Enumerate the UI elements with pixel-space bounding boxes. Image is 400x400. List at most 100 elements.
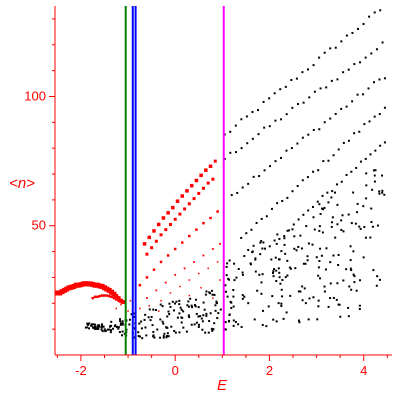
black-data-point	[280, 250, 283, 253]
black-data-point	[88, 322, 91, 325]
black-data-point	[316, 318, 319, 321]
black-data-point	[211, 329, 214, 332]
black-data-point	[291, 190, 294, 193]
black-data-point	[355, 289, 358, 292]
black-data-point	[171, 300, 174, 303]
black-data-point	[212, 328, 215, 331]
ticks-layer: -2 0 2 4 50 100	[24, 18, 388, 378]
black-data-point	[92, 323, 95, 326]
black-data-point	[291, 228, 294, 231]
black-data-point	[199, 315, 202, 318]
black-data-point	[197, 323, 200, 326]
black-data-point	[121, 323, 124, 326]
black-data-point	[191, 306, 194, 309]
black-data-point	[109, 331, 112, 334]
red-data-point	[188, 279, 191, 281]
black-data-point	[345, 105, 348, 108]
black-data-point	[253, 318, 256, 321]
red-data-point	[112, 296, 116, 300]
black-data-point	[313, 228, 316, 231]
black-data-point	[166, 335, 169, 338]
black-data-point	[337, 253, 340, 256]
black-data-point	[354, 222, 357, 225]
black-data-point	[241, 271, 244, 274]
black-data-point	[159, 336, 162, 339]
black-data-point	[275, 320, 278, 323]
black-data-point	[332, 296, 335, 299]
black-data-point	[268, 97, 271, 100]
red-data-point	[115, 307, 118, 310]
black-data-point	[119, 320, 122, 323]
black-data-point	[345, 34, 348, 37]
black-data-point	[271, 295, 274, 298]
red-data-point	[207, 267, 209, 270]
black-data-point	[144, 313, 147, 316]
black-data-point	[194, 305, 197, 308]
black-data-point	[331, 221, 334, 224]
black-data-point	[302, 262, 305, 265]
black-data-point	[210, 289, 213, 292]
black-data-point	[287, 229, 290, 232]
black-data-point	[97, 328, 100, 331]
black-data-point	[286, 196, 289, 199]
y-tick-label: 100	[24, 88, 46, 103]
black-data-point	[268, 125, 271, 128]
black-data-point	[275, 242, 278, 245]
black-data-point	[94, 325, 97, 328]
black-data-point	[97, 326, 100, 329]
black-data-point	[148, 308, 151, 311]
black-data-point	[311, 243, 314, 246]
black-data-point	[278, 276, 281, 279]
black-data-point	[267, 305, 270, 308]
black-data-point	[204, 293, 207, 296]
black-data-point	[297, 245, 300, 248]
black-data-point	[353, 275, 356, 278]
black-data-point	[167, 310, 170, 313]
red-data-point	[150, 246, 154, 250]
red-data-point	[160, 299, 162, 302]
black-data-point	[345, 173, 348, 176]
black-data-point	[304, 262, 307, 265]
black-data-point	[318, 128, 321, 131]
black-data-point	[277, 302, 280, 305]
black-data-point	[368, 120, 371, 123]
black-data-point	[109, 325, 112, 328]
black-data-point	[203, 308, 206, 311]
black-data-point	[270, 258, 273, 261]
black-data-point	[318, 56, 321, 59]
black-data-point	[185, 330, 188, 333]
black-data-point	[118, 331, 121, 334]
black-data-point	[261, 309, 264, 312]
red-data-point	[105, 294, 109, 297]
black-data-point	[297, 218, 300, 221]
black-data-point	[348, 285, 351, 288]
red-data-point	[211, 248, 214, 250]
black-data-point	[325, 86, 328, 89]
black-data-point	[195, 321, 198, 324]
red-data-point	[119, 300, 123, 304]
black-data-point	[319, 247, 322, 250]
black-data-point	[166, 326, 169, 329]
red-data-point	[148, 305, 151, 307]
black-data-point	[209, 312, 212, 315]
black-data-point	[323, 121, 326, 124]
black-data-point	[375, 48, 378, 51]
black-data-point	[335, 183, 338, 186]
black-data-point	[95, 327, 98, 330]
black-data-point	[383, 193, 386, 196]
black-data-point	[229, 130, 232, 133]
black-data-point	[138, 335, 141, 338]
black-data-point	[321, 231, 324, 234]
black-data-point	[336, 282, 339, 285]
black-data-point	[364, 236, 367, 239]
black-data-point	[282, 317, 285, 320]
black-data-point	[246, 142, 249, 145]
black-data-point	[230, 307, 233, 310]
black-data-point	[168, 313, 171, 316]
black-data-point	[359, 160, 362, 163]
black-data-point	[364, 56, 367, 59]
black-data-point	[152, 308, 155, 311]
black-data-point	[379, 9, 382, 12]
red-data-point	[180, 194, 185, 198]
